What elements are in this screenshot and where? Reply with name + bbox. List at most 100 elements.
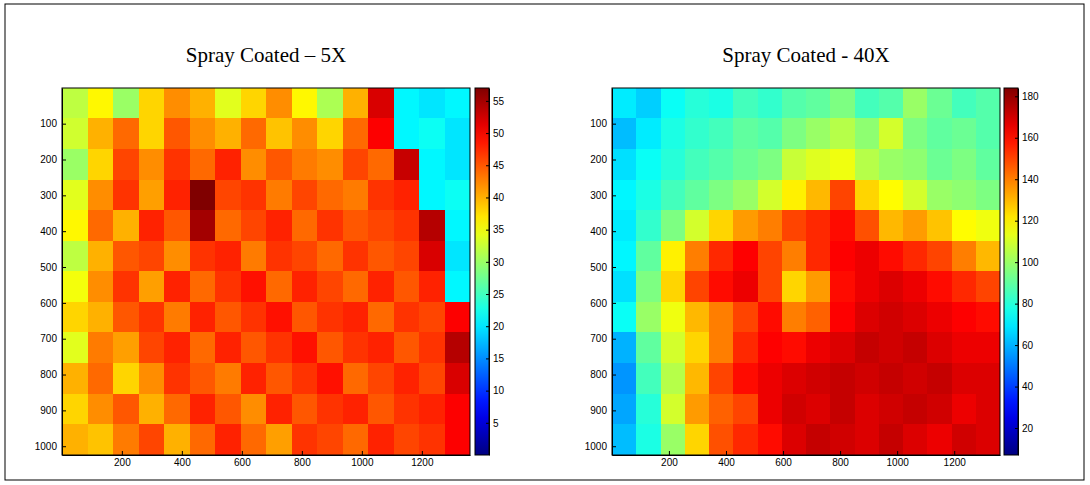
panel: 2004006008001000120010020030040050060070… [35,43,505,468]
x-tick-mark [840,451,841,455]
heatmap-cell [139,118,165,149]
colorbar-tick-mark [486,133,489,134]
heatmap-cell [903,332,928,363]
heatmap-cell [419,363,445,394]
colorbar-tick-mark [1015,138,1018,139]
heatmap-cell [343,88,369,119]
heatmap-cell [368,118,394,149]
y-tick-mark [62,303,66,304]
x-axis-line [63,455,471,456]
heatmap-cell [758,180,783,211]
heatmap-cell [62,332,88,363]
heatmap-cell [164,241,190,272]
heatmap-cell [976,302,1000,333]
y-tick-mark [612,410,616,411]
colorbar-tick: 20 [486,321,505,332]
heatmap-cell [685,363,710,394]
heatmap-cell [317,241,343,272]
heatmap-cell [139,149,165,180]
heatmap-cell [419,210,445,241]
heatmap-cell [88,180,114,211]
heatmap-cell [445,363,471,394]
y-tick-label: 300 [590,190,607,201]
heatmap-cell [709,241,734,272]
heatmap-cell [636,210,661,241]
heatmap-cell [292,149,318,180]
y-tick-label: 200 [590,154,607,165]
heatmap-cell [164,424,190,455]
x-tick-mark [783,451,784,455]
heatmap-cell [830,302,855,333]
y-tick-label: 500 [590,262,607,273]
heatmap-cell [952,424,977,455]
colorbar [475,88,489,455]
heatmap-cell [88,271,114,302]
colorbar-tick-mark [486,101,489,102]
heatmap-cell [292,118,318,149]
heatmap-cell [879,363,904,394]
heatmap-cell [903,88,928,119]
heatmap-cell [88,332,114,363]
heatmap-cell [266,149,292,180]
heatmap-cell [830,118,855,149]
heatmap-cell [636,241,661,272]
heatmap-cell [266,88,292,119]
heatmap-cell [88,210,114,241]
colorbar-tick: 60 [1015,340,1034,351]
x-tick: 600 [234,451,251,468]
heatmap-cell [445,210,471,241]
y-tick: 600 [40,298,66,309]
heatmap-cell [113,180,139,211]
heatmap-cell [139,180,165,211]
heatmap-cell [806,149,831,180]
colorbar-tick-mark [1015,345,1018,346]
heatmap-cell [241,363,267,394]
heatmap-cell [733,88,758,119]
heatmap-cell [927,332,952,363]
heatmap-cell [927,88,952,119]
heatmap-cell [855,180,880,211]
heatmap-cell [62,424,88,455]
heatmap-cell [830,241,855,272]
colorbar-tick-mark [486,165,489,166]
heatmap-cell [661,210,686,241]
heatmap-cell [952,363,977,394]
heatmap-cell [190,88,216,119]
heatmap-cell [241,394,267,425]
heatmap-cell [661,332,686,363]
heatmap-cell [241,241,267,272]
heatmap-cell [685,302,710,333]
heatmap-cell [976,394,1000,425]
colorbar-tick-label: 30 [493,257,505,268]
heatmap-cell [266,180,292,211]
colorbar-tick: 5 [486,418,499,429]
x-tick-mark [182,451,183,455]
heatmap-cell [879,302,904,333]
heatmap-cell [215,88,241,119]
colorbar-axis-line [489,89,490,456]
heatmap-cell [927,241,952,272]
x-tick-mark [897,451,898,455]
heatmap-cell [758,241,783,272]
heatmap-cell [88,424,114,455]
heatmap-cell [709,88,734,119]
heatmap-cell [782,332,807,363]
heatmap-cell [636,363,661,394]
y-tick-mark [62,446,66,447]
heatmap-cell [445,118,471,149]
colorbar-tick: 35 [486,224,505,235]
heatmap-cell [139,210,165,241]
heatmap-cell [709,363,734,394]
y-tick: 1000 [35,441,66,452]
heatmap-cell [113,210,139,241]
colorbar [1004,88,1018,455]
heatmap-cell [685,332,710,363]
y-tick: 700 [590,333,616,344]
x-tick-label: 600 [775,457,792,468]
heatmap-cell [292,180,318,211]
heatmap-cell [830,363,855,394]
heatmap-cell [685,394,710,425]
heatmap-cell [368,363,394,394]
heatmap-cell [343,271,369,302]
heatmap-cells [612,88,1000,455]
